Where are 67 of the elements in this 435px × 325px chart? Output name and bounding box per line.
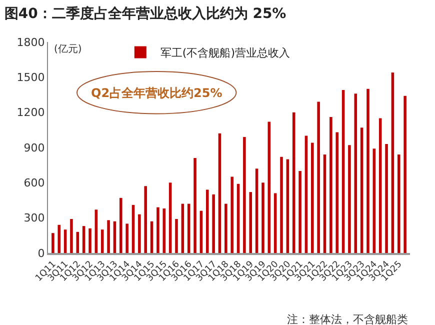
chart-title: 图40：二季度占全年营业总收入比约为 25% [4,4,286,22]
bar [132,204,135,253]
bar [236,184,240,253]
bar [391,72,394,253]
bar [378,118,382,253]
y-axis-title: (亿元) [54,44,82,55]
bar [82,226,86,253]
bar [385,144,388,253]
bar [336,132,338,253]
bar [366,88,370,253]
bar [268,122,271,253]
y-tick-label: 1800 [16,36,45,49]
bar [144,186,147,253]
bar [304,136,308,253]
bar [404,96,406,253]
bar [187,204,190,253]
bar [311,142,314,253]
bar [255,168,258,253]
y-tick-label: 600 [24,176,45,190]
bar [230,176,234,253]
bar [317,102,320,253]
bar [292,112,296,253]
bar [138,214,141,253]
y-tick-label: 1500 [16,71,45,84]
bar [280,156,283,253]
bar [206,190,209,253]
bar [181,204,184,253]
bar [274,193,277,253]
bar [348,145,351,253]
bar [120,198,122,253]
bar [175,219,178,253]
bar [243,136,246,253]
bar [397,154,400,253]
y-tick-label: 300 [24,212,45,225]
bar [298,170,302,253]
annotation: Q2占全年营收比约25% [91,86,222,100]
bar [194,158,196,253]
y-tick-label: 900 [24,141,45,154]
legend-label: 军工(不含舰船)营业总收入 [160,46,290,60]
bar [354,94,358,253]
y-tick-label: 1200 [16,106,45,120]
bar [323,154,326,253]
text: 注：整体法，不含舰船类 [287,313,408,325]
bar [162,208,166,253]
bar [360,128,364,253]
bar [286,159,290,253]
bar [168,182,172,253]
bar [107,220,110,253]
bar [218,133,222,253]
bar [224,204,228,253]
bar [94,210,98,253]
bar [212,194,215,253]
bar [249,192,252,253]
bar [262,182,264,253]
bar [372,148,376,253]
bar [100,230,104,253]
bar [70,219,73,253]
bar [64,230,67,253]
bar [330,117,332,253]
bar [52,233,54,253]
bar [342,90,345,253]
y-tick-label: 0 [38,246,45,260]
bar [200,210,203,253]
bar [58,224,61,253]
bar [156,207,160,253]
bar [126,224,128,253]
bar [88,228,92,253]
